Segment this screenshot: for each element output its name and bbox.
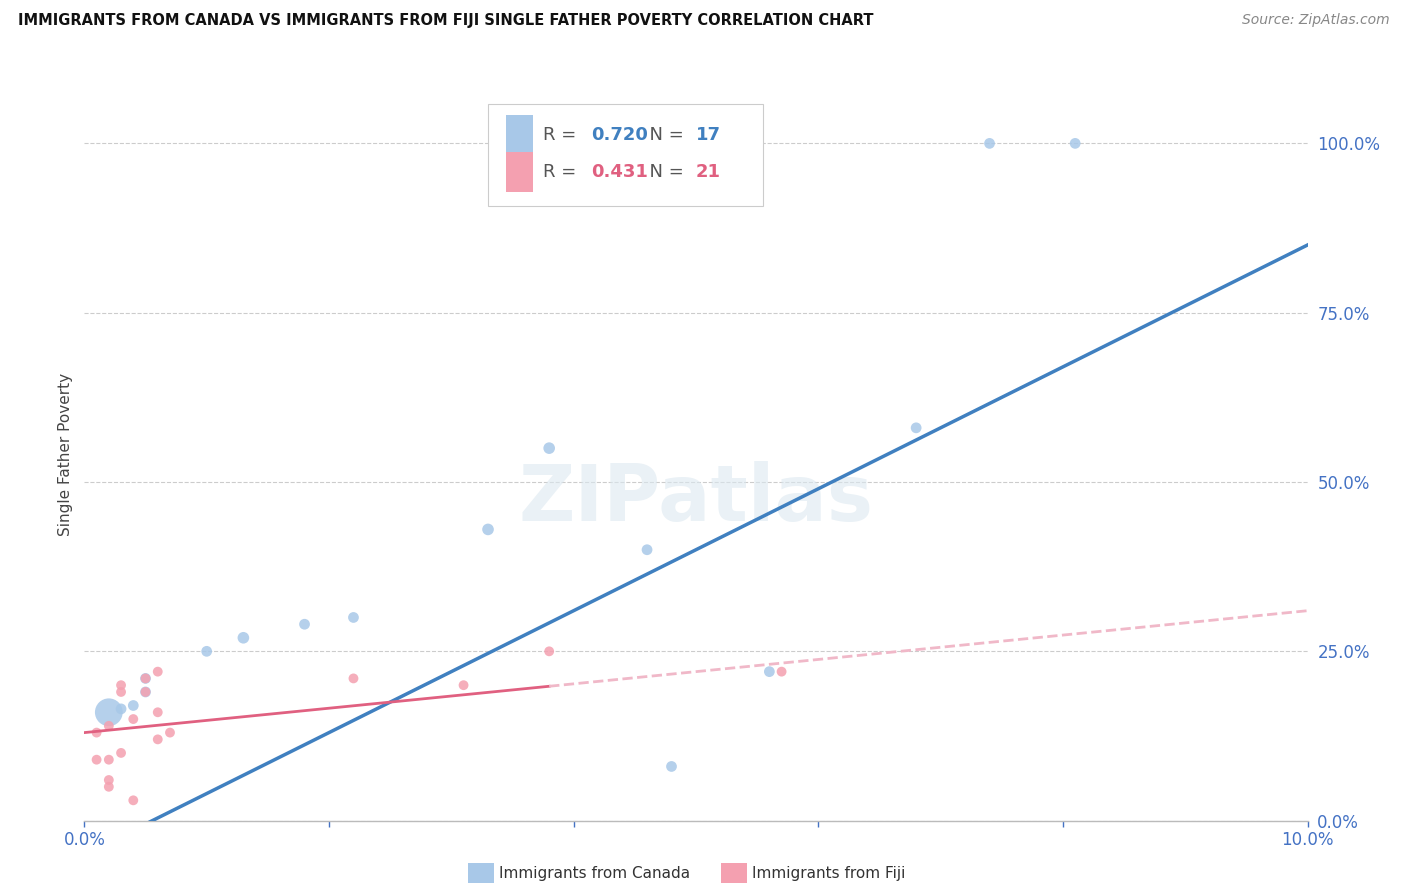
- Point: [122, 698, 145, 713]
- Point: [477, 523, 499, 537]
- FancyBboxPatch shape: [506, 152, 533, 192]
- Text: R =: R =: [543, 127, 582, 145]
- Text: Immigrants from Canada: Immigrants from Canada: [499, 866, 690, 880]
- Text: R =: R =: [543, 163, 582, 181]
- Text: 0.431: 0.431: [591, 163, 648, 181]
- Text: N =: N =: [638, 163, 690, 181]
- Point: [135, 672, 157, 686]
- Point: [195, 644, 218, 658]
- Text: N =: N =: [638, 127, 690, 145]
- Text: ZIPatlas: ZIPatlas: [519, 461, 873, 537]
- Point: [294, 617, 316, 632]
- Text: IMMIGRANTS FROM CANADA VS IMMIGRANTS FROM FIJI SINGLE FATHER POVERTY CORRELATION: IMMIGRANTS FROM CANADA VS IMMIGRANTS FRO…: [18, 13, 873, 29]
- Point: [135, 685, 157, 699]
- Point: [122, 712, 145, 726]
- Point: [232, 631, 254, 645]
- Point: [146, 732, 169, 747]
- Point: [538, 644, 561, 658]
- Point: [342, 610, 364, 624]
- Point: [135, 672, 157, 686]
- Point: [661, 759, 683, 773]
- Point: [146, 706, 169, 720]
- Y-axis label: Single Father Poverty: Single Father Poverty: [58, 374, 73, 536]
- Point: [146, 665, 169, 679]
- Point: [97, 706, 120, 720]
- FancyBboxPatch shape: [488, 103, 763, 206]
- Point: [97, 772, 120, 787]
- Point: [110, 702, 132, 716]
- Point: [110, 685, 132, 699]
- Point: [636, 542, 658, 557]
- Point: [97, 780, 120, 794]
- Text: Source: ZipAtlas.com: Source: ZipAtlas.com: [1241, 13, 1389, 28]
- Point: [905, 421, 928, 435]
- Point: [1064, 136, 1087, 151]
- Point: [97, 753, 120, 767]
- Point: [86, 725, 108, 739]
- Point: [342, 672, 364, 686]
- Point: [110, 678, 132, 692]
- Point: [758, 665, 780, 679]
- Point: [86, 753, 108, 767]
- Text: 17: 17: [696, 127, 721, 145]
- Point: [135, 685, 157, 699]
- Point: [97, 719, 120, 733]
- FancyBboxPatch shape: [506, 115, 533, 155]
- Point: [110, 746, 132, 760]
- Text: 0.720: 0.720: [591, 127, 648, 145]
- Point: [159, 725, 181, 739]
- Text: Immigrants from Fiji: Immigrants from Fiji: [752, 866, 905, 880]
- Point: [770, 665, 793, 679]
- Text: 21: 21: [696, 163, 721, 181]
- Point: [122, 793, 145, 807]
- Point: [453, 678, 475, 692]
- Point: [538, 441, 561, 455]
- Point: [979, 136, 1001, 151]
